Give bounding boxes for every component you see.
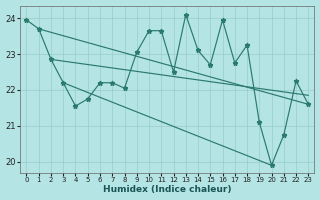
X-axis label: Humidex (Indice chaleur): Humidex (Indice chaleur) bbox=[103, 185, 232, 194]
